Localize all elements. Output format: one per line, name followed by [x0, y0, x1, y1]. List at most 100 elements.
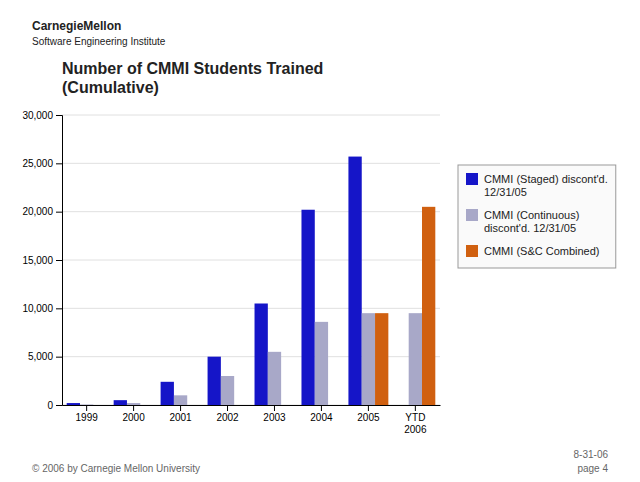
- y-tick-mark: [56, 405, 62, 406]
- bar: [362, 313, 375, 405]
- bar: [174, 395, 187, 405]
- y-tick-label: 25,000: [22, 158, 53, 169]
- bar: [221, 376, 234, 405]
- x-axis: 1999 2000 2001 2002 2003 2004 2005 YTD2006: [63, 405, 441, 435]
- legend-label: CMMI (Staged) discont'd.12/31/05: [484, 173, 608, 198]
- x-tick-mark: [86, 405, 87, 411]
- x-tick-mark: [133, 405, 134, 411]
- y-axis: 0 5,000 10,000 15,000 20,000 25,000 30,000: [22, 110, 62, 411]
- x-tick-label: 2002: [216, 412, 239, 423]
- annotation: © 2006 by Carnegie Mellon University: [32, 463, 200, 474]
- y-tick: 20,000: [22, 206, 62, 217]
- y-tick: 30,000: [22, 110, 62, 121]
- text-line: CMMI (Continuous): [484, 209, 579, 221]
- bar-series: [375, 207, 435, 405]
- text-line: 12/31/05: [484, 186, 527, 198]
- x-tick: YTD2006: [404, 405, 427, 435]
- grid-line: [62, 260, 440, 261]
- annotation: page 4: [577, 463, 608, 474]
- bar: [67, 403, 80, 405]
- bar-series: [80, 313, 422, 405]
- bar: [127, 403, 140, 405]
- x-tick-mark: [180, 405, 181, 411]
- text-line: Number of CMMI Students Trained: [62, 60, 323, 77]
- x-tick-label: 2001: [169, 412, 192, 423]
- legend-label: CMMI (Continuous)discont'd. 12/31/05: [484, 209, 579, 234]
- grid-line: [62, 308, 440, 309]
- y-tick: 25,000: [22, 158, 62, 169]
- y-tick-mark: [56, 163, 62, 164]
- x-tick-label: 2003: [263, 412, 286, 423]
- bar: [234, 405, 247, 406]
- y-tick-mark: [56, 308, 62, 309]
- text-line: 2001: [169, 412, 192, 423]
- y-tick: 5,000: [28, 351, 62, 362]
- x-tick: 2002: [216, 405, 239, 423]
- grid-line: [62, 211, 440, 212]
- bar: [80, 404, 93, 405]
- text-line: 1999: [76, 412, 99, 423]
- x-tick-label: 2000: [122, 412, 145, 423]
- bar: [301, 210, 314, 405]
- text-line: (Cumulative): [62, 79, 159, 96]
- bar: [268, 352, 281, 405]
- bar: [161, 382, 174, 405]
- x-tick: 2004: [310, 405, 333, 423]
- bar: [328, 405, 341, 406]
- text-line: YTD: [405, 412, 425, 423]
- text-line: discont'd. 12/31/05: [484, 222, 576, 234]
- x-tick-mark: [274, 405, 275, 411]
- chart: CarnegieMellon Software Engineering Insti…: [0, 0, 640, 482]
- bar: [93, 405, 106, 406]
- x-tick: 1999: [76, 405, 99, 423]
- grid-line: [62, 115, 440, 116]
- text-line: CMMI (Staged) discont'd.: [484, 173, 608, 185]
- bar-series: [67, 157, 362, 405]
- annotation: 8-31-06: [574, 449, 609, 460]
- x-tick-mark: [368, 405, 369, 411]
- y-tick-label: 0: [47, 400, 53, 411]
- legend-label: CMMI (S&C Combined): [484, 245, 600, 257]
- bar: [114, 400, 127, 405]
- y-tick-mark: [56, 212, 62, 213]
- text-line: 2006: [404, 424, 427, 435]
- bar: [348, 157, 361, 405]
- annotation: CarnegieMellon: [32, 19, 121, 33]
- x-tick-mark: [321, 405, 322, 411]
- legend-swatch: [466, 209, 478, 221]
- annotation: Software Engineering Institute: [32, 36, 166, 47]
- bars: [67, 157, 436, 405]
- text-line: 2005: [357, 412, 380, 423]
- legend: CMMI (Staged) discont'd.12/31/05 CMMI (Co…: [458, 165, 616, 268]
- y-tick-label: 10,000: [22, 303, 53, 314]
- text-line: 2000: [122, 412, 145, 423]
- bar: [409, 313, 422, 405]
- x-tick: 2000: [122, 405, 145, 423]
- grid-line: [62, 163, 440, 164]
- title: Number of CMMI Students Trained (Cumulati…: [62, 60, 323, 96]
- y-tick: 10,000: [22, 303, 62, 314]
- y-tick-mark: [56, 260, 62, 261]
- x-tick-mark: [227, 405, 228, 411]
- bar: [208, 357, 221, 405]
- legend-swatch: [466, 173, 478, 185]
- y-tick-label: 20,000: [22, 206, 53, 217]
- grid: [62, 115, 440, 405]
- text-line: 2003: [263, 412, 286, 423]
- x-tick-label: 1999: [76, 412, 99, 423]
- y-tick: 0: [47, 400, 62, 411]
- y-tick-label: 5,000: [28, 351, 53, 362]
- bar: [187, 405, 200, 406]
- legend-box: [458, 165, 616, 268]
- y-tick: 15,000: [22, 255, 62, 266]
- y-tick-label: 30,000: [22, 110, 53, 121]
- bar: [315, 322, 328, 405]
- x-tick: 2001: [169, 405, 192, 423]
- x-axis-line: [63, 405, 441, 406]
- legend-items: CMMI (Staged) discont'd.12/31/05 CMMI (Co…: [466, 173, 608, 257]
- x-tick: 2003: [263, 405, 286, 423]
- text-line: 2004: [310, 412, 333, 423]
- legend-swatch: [466, 245, 478, 257]
- bar: [375, 313, 388, 405]
- text-line: CMMI (S&C Combined): [484, 245, 600, 257]
